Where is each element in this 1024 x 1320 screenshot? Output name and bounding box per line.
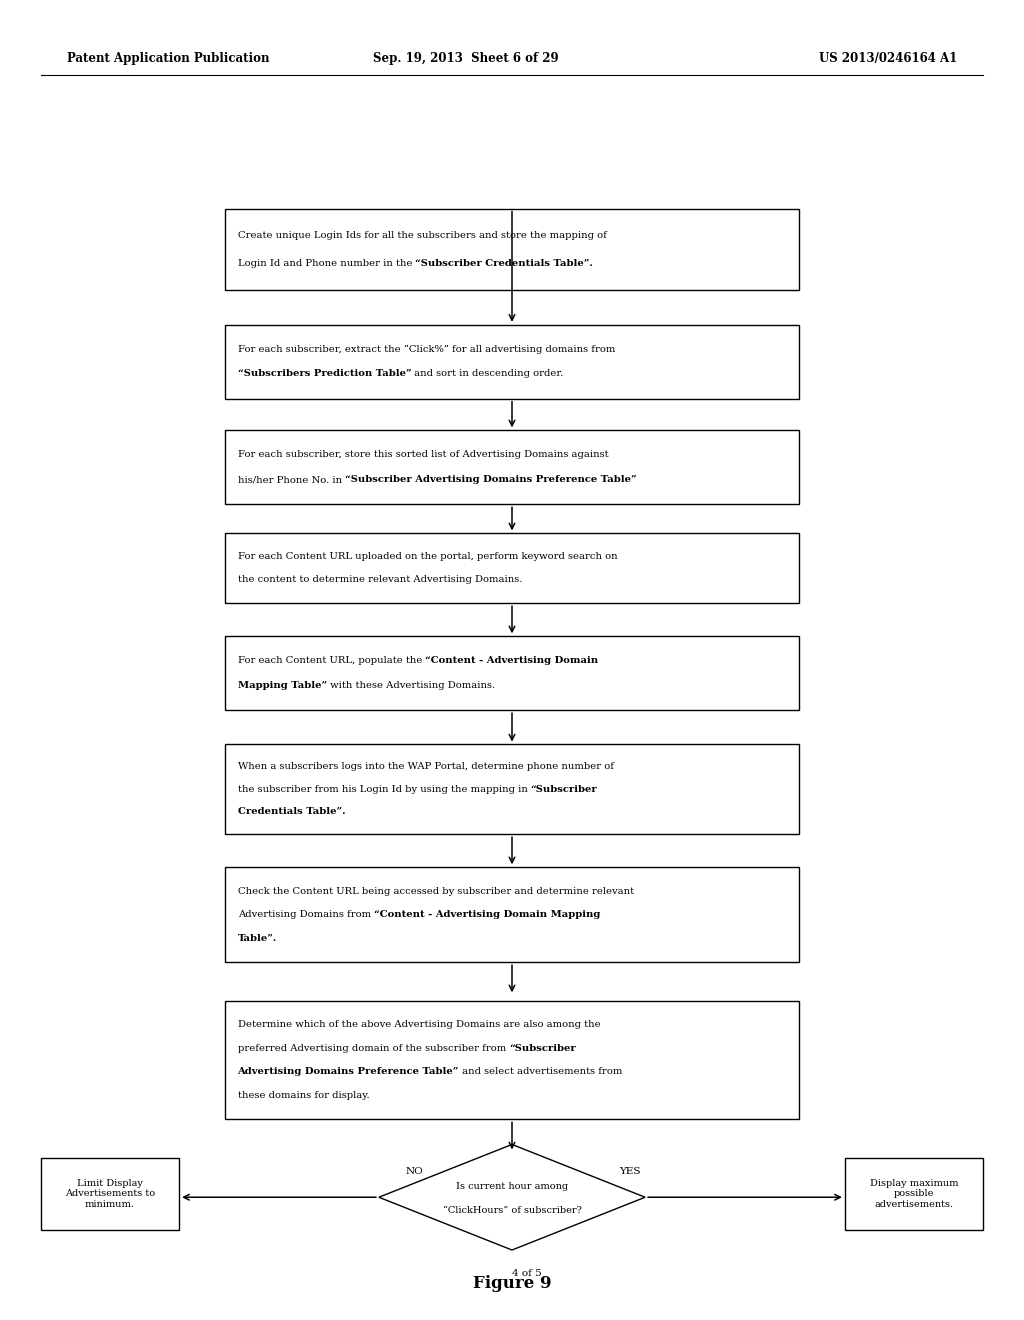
Text: “Subscriber Advertising Domains Preference Table”: “Subscriber Advertising Domains Preferen… — [345, 475, 637, 484]
Text: Display maximum
possible
advertisements.: Display maximum possible advertisements. — [869, 1179, 958, 1209]
Text: For each subscriber, extract the “Click%” for all advertising domains from: For each subscriber, extract the “Click%… — [238, 345, 615, 354]
Text: the content to determine relevant Advertising Domains.: the content to determine relevant Advert… — [238, 576, 522, 585]
Text: with these Advertising Domains.: with these Advertising Domains. — [327, 681, 495, 690]
Text: Determine which of the above Advertising Domains are also among the: Determine which of the above Advertising… — [238, 1020, 600, 1028]
Text: “Subscriber: “Subscriber — [530, 785, 597, 793]
Text: and sort in descending order.: and sort in descending order. — [412, 370, 563, 379]
Bar — [225, 867, 799, 962]
Bar — [225, 1001, 799, 1119]
Text: When a subscribers logs into the WAP Portal, determine phone number of: When a subscribers logs into the WAP Por… — [238, 763, 613, 771]
Bar — [225, 325, 799, 399]
Text: NO: NO — [406, 1167, 424, 1176]
Text: Login Id and Phone number in the: Login Id and Phone number in the — [238, 259, 415, 268]
Text: and select advertisements from: and select advertisements from — [459, 1068, 623, 1076]
Text: For each subscriber, store this sorted list of Advertising Domains against: For each subscriber, store this sorted l… — [238, 450, 608, 459]
Text: 4 of 5: 4 of 5 — [512, 1269, 543, 1278]
Text: Check the Content URL being accessed by subscriber and determine relevant: Check the Content URL being accessed by … — [238, 887, 634, 895]
Bar — [845, 1158, 983, 1230]
Text: Sep. 19, 2013  Sheet 6 of 29: Sep. 19, 2013 Sheet 6 of 29 — [373, 51, 559, 65]
Text: “Content - Advertising Domain: “Content - Advertising Domain — [425, 656, 598, 665]
Text: these domains for display.: these domains for display. — [238, 1092, 370, 1100]
Text: the subscriber from his Login Id by using the mapping in: the subscriber from his Login Id by usin… — [238, 785, 530, 793]
Text: his/her Phone No. in: his/her Phone No. in — [238, 475, 345, 484]
Text: Table”.: Table”. — [238, 935, 276, 942]
Text: Advertising Domains Preference Table”: Advertising Domains Preference Table” — [238, 1068, 459, 1076]
Bar — [225, 744, 799, 834]
Text: Advertising Domains from: Advertising Domains from — [238, 911, 374, 919]
Text: For each Content URL, populate the: For each Content URL, populate the — [238, 656, 425, 665]
Bar — [225, 636, 799, 710]
Bar — [225, 533, 799, 603]
Text: “ClickHours” of subscriber?: “ClickHours” of subscriber? — [442, 1206, 582, 1214]
Text: Limit Display
Advertisements to
minimum.: Limit Display Advertisements to minimum. — [65, 1179, 156, 1209]
Bar — [225, 209, 799, 290]
Text: Patent Application Publication: Patent Application Publication — [67, 51, 269, 65]
Bar — [41, 1158, 179, 1230]
Bar — [225, 430, 799, 504]
Text: Credentials Table”.: Credentials Table”. — [238, 808, 345, 816]
Text: YES: YES — [620, 1167, 640, 1176]
Text: Mapping Table”: Mapping Table” — [238, 681, 327, 690]
Text: US 2013/0246164 A1: US 2013/0246164 A1 — [819, 51, 957, 65]
Text: “Subscribers Prediction Table”: “Subscribers Prediction Table” — [238, 370, 412, 379]
Text: Figure 9: Figure 9 — [473, 1275, 551, 1291]
Text: “Subscriber: “Subscriber — [509, 1044, 575, 1052]
Text: “Subscriber Credentials Table”.: “Subscriber Credentials Table”. — [415, 259, 593, 268]
Text: preferred Advertising domain of the subscriber from: preferred Advertising domain of the subs… — [238, 1044, 509, 1052]
Text: Create unique Login Ids for all the subscribers and store the mapping of: Create unique Login Ids for all the subs… — [238, 231, 606, 240]
Text: For each Content URL uploaded on the portal, perform keyword search on: For each Content URL uploaded on the por… — [238, 552, 617, 561]
Text: “Content - Advertising Domain Mapping: “Content - Advertising Domain Mapping — [374, 911, 600, 919]
Polygon shape — [379, 1144, 645, 1250]
Text: Is current hour among: Is current hour among — [456, 1183, 568, 1191]
